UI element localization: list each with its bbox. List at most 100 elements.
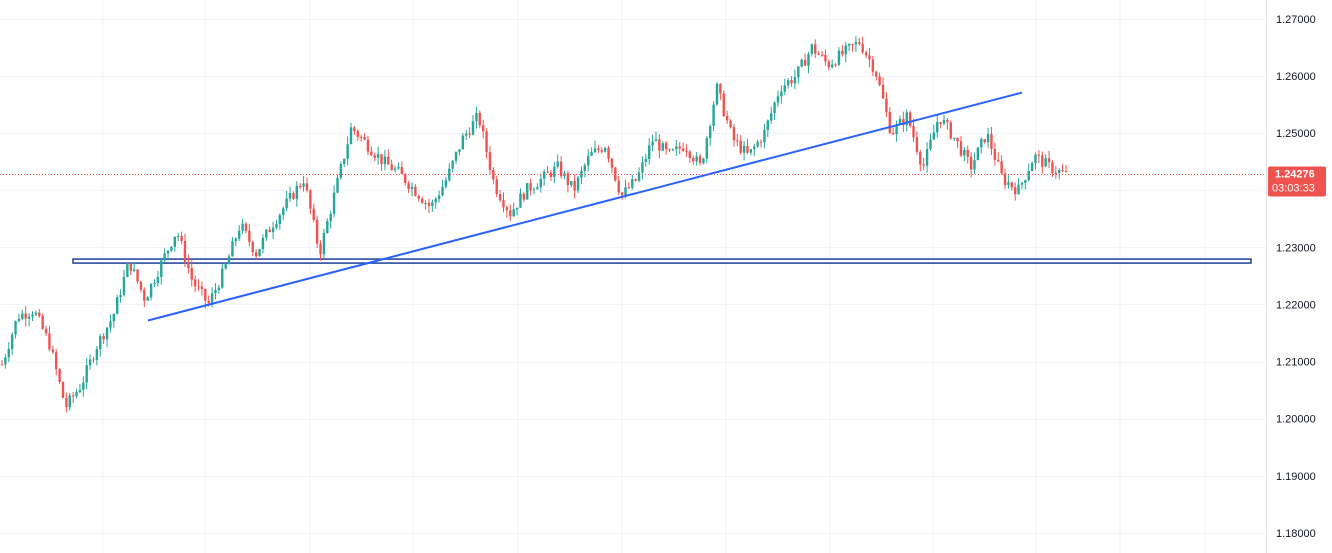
candle-body [404,173,407,184]
candle-down [827,59,831,71]
candle-body [227,256,231,265]
candle-body [65,397,68,408]
candle-down [617,175,620,196]
candle-up [705,135,709,164]
price-axis[interactable]: 1.270001.260001.250001.240001.230001.220… [1266,0,1316,553]
candle-body [695,156,698,162]
candle-down [420,196,424,204]
candle-body [502,200,505,208]
candle-down [759,139,763,148]
candle-body [871,59,875,72]
candle-up [929,133,932,151]
candle-body [529,183,532,191]
candle-up [21,309,24,321]
candle-down [71,391,75,404]
candle-up [302,175,305,192]
candle-body [126,263,129,277]
candle-body [878,76,881,85]
candle-down [841,44,844,57]
candle-down [370,146,373,156]
candle-up [99,334,102,357]
candle-up [769,106,773,124]
price-tick-label: 1.18000 [1276,528,1316,540]
candle-up [126,261,129,278]
candle-body [997,159,1000,162]
candle-up [847,43,851,52]
trendline[interactable] [147,91,1023,322]
candle-down [319,240,322,261]
candle-down [722,90,725,117]
candle-body [536,187,539,190]
candle-up [587,149,590,172]
candle-up [146,296,149,301]
candle-up [393,165,397,173]
candle-down [387,149,390,165]
candle-body [292,192,295,199]
candle-down [129,263,132,276]
candle-down [1003,168,1007,190]
candle-body [88,359,92,366]
candle-body [749,149,753,153]
candle-up [234,237,238,247]
candle-down [41,313,44,331]
candle-body [780,91,783,97]
candle-up [712,101,715,132]
candle-body [993,148,997,160]
candle-down [180,231,183,245]
candle-down [790,76,793,87]
candle-body [197,286,200,288]
candle-down [485,128,488,159]
candle-body [485,131,488,153]
candle-up [332,185,336,218]
candle-body [265,229,268,238]
candle-body [122,276,126,295]
candle-down [48,325,51,352]
candle-down [312,203,315,223]
candle-down [248,223,251,247]
candle-down [427,198,431,214]
candle-up [397,162,400,170]
candle-body [366,139,370,152]
candle-down [878,72,881,87]
candle-down [627,182,631,189]
candle-body [1013,187,1017,195]
candle-up [221,263,224,289]
candle-body [580,170,583,178]
candle-up [905,109,908,132]
candle-body [817,53,820,55]
candle-body [644,158,648,163]
candle-body [542,171,546,179]
support-line[interactable] [72,258,1252,264]
candle-down [417,194,420,202]
candle-body [990,133,993,149]
candle-body [515,207,519,210]
candle-body [437,195,441,199]
candle-up [576,175,580,194]
candle-body [509,210,512,217]
candle-body [356,131,359,137]
candle-body [285,198,288,209]
candle-body [603,147,607,152]
candle-body [803,59,807,66]
candle-body [275,223,278,228]
candle-body [854,42,858,45]
candle-body [797,66,800,78]
candle-up [237,224,241,242]
candle-body [631,179,634,188]
candle-body [773,102,776,114]
candle-body [1047,158,1051,163]
candle-body [105,327,109,340]
candle-down [197,279,200,291]
candle-up [285,190,288,212]
candle-body [902,119,905,126]
candle-down [610,157,614,174]
candle-down [268,226,271,233]
candle-body [102,336,105,340]
candle-up [170,246,173,253]
candle-body [170,246,173,251]
candle-up [451,159,454,173]
candle-down [61,381,65,399]
candle-body [160,260,163,278]
